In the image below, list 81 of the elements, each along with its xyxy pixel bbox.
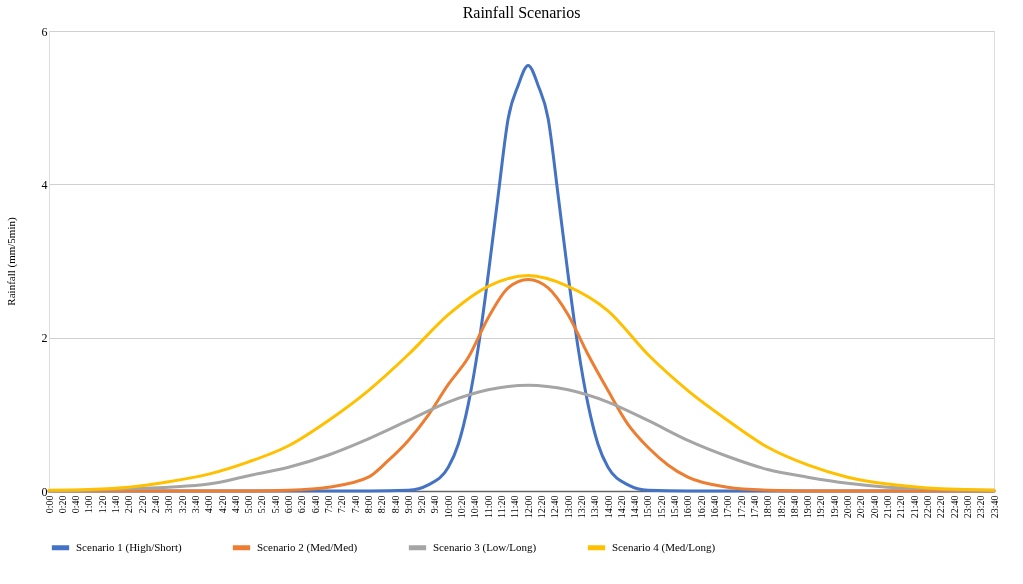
x-tick-label: 6:20 bbox=[296, 495, 308, 514]
x-tick-label: 3:40 bbox=[189, 495, 201, 514]
x-tick-label: 22:20 bbox=[935, 495, 947, 519]
x-tick-label: 14:40 bbox=[629, 495, 641, 519]
x-tick-label: 0:20 bbox=[56, 495, 68, 514]
x-tick-label: 14:20 bbox=[615, 495, 627, 519]
x-tick-label: 9:20 bbox=[416, 495, 428, 514]
x-tick-label: 1:00 bbox=[83, 495, 95, 514]
x-tick-label: 17:40 bbox=[748, 495, 760, 519]
x-tick-label: 20:40 bbox=[868, 495, 880, 519]
x-tick-label: 13:00 bbox=[562, 495, 574, 519]
x-tick-label: 9:00 bbox=[402, 495, 414, 514]
x-tick-label: 15:00 bbox=[642, 495, 654, 519]
x-tick-label: 5:40 bbox=[269, 495, 281, 514]
legend-label: Scenario 2 (Med/Med) bbox=[257, 540, 358, 554]
x-tick-label: 6:40 bbox=[309, 495, 321, 514]
x-tick-label: 21:20 bbox=[895, 495, 907, 519]
x-tick-label: 18:20 bbox=[775, 495, 787, 519]
x-tick-label: 19:40 bbox=[828, 495, 840, 519]
x-tick-label: 4:40 bbox=[229, 495, 241, 514]
x-tick-label: 7:00 bbox=[323, 495, 335, 514]
x-tick-label: 19:00 bbox=[802, 495, 814, 519]
x-tick-label: 2:40 bbox=[149, 495, 161, 514]
x-tick-label: 8:00 bbox=[362, 495, 374, 514]
x-tick-label: 16:20 bbox=[695, 495, 707, 519]
x-tick-label: 2:00 bbox=[123, 495, 135, 514]
x-tick-label: 21:40 bbox=[908, 495, 920, 519]
x-tick-label: 11:20 bbox=[496, 495, 508, 518]
x-tick-label: 7:20 bbox=[336, 495, 348, 514]
x-tick-label: 4:00 bbox=[203, 495, 215, 514]
x-tick-label: 10:00 bbox=[442, 495, 454, 519]
x-tick-label: 21:00 bbox=[882, 495, 894, 519]
x-tick-label: 10:20 bbox=[456, 495, 468, 519]
legend-label: Scenario 4 (Med/Long) bbox=[612, 540, 716, 554]
x-tick-label: 13:40 bbox=[589, 495, 601, 519]
x-tick-label: 1:20 bbox=[96, 495, 108, 514]
x-tick-label: 5:00 bbox=[243, 495, 255, 514]
x-tick-label: 14:00 bbox=[602, 495, 614, 519]
x-tick-label: 18:40 bbox=[788, 495, 800, 519]
x-tick-label: 23:20 bbox=[975, 495, 987, 519]
x-tick-label: 8:40 bbox=[389, 495, 401, 514]
x-tick-label: 1:40 bbox=[110, 495, 122, 514]
legend-label: Scenario 1 (High/Short) bbox=[76, 540, 183, 554]
x-tick-label: 11:00 bbox=[482, 495, 494, 518]
x-tick-label: 23:40 bbox=[988, 495, 1000, 519]
x-tick-label: 15:20 bbox=[655, 495, 667, 519]
x-tick-label: 12:40 bbox=[549, 495, 561, 519]
x-tick-label: 6:00 bbox=[283, 495, 295, 514]
x-tick-label: 23:00 bbox=[961, 495, 973, 519]
x-tick-label: 16:40 bbox=[708, 495, 720, 519]
x-tick-label: 20:00 bbox=[842, 495, 854, 519]
y-tick-label: 2 bbox=[41, 331, 48, 346]
x-tick-label: 20:20 bbox=[855, 495, 867, 519]
y-tick-label: 4 bbox=[41, 177, 48, 192]
x-tick-label: 3:00 bbox=[163, 495, 175, 514]
x-tick-label: 0:00 bbox=[43, 495, 55, 514]
x-tick-label: 4:20 bbox=[216, 495, 228, 514]
x-tick-label: 8:20 bbox=[376, 495, 388, 514]
x-tick-label: 2:20 bbox=[136, 495, 148, 514]
y-tick-label: 6 bbox=[41, 24, 48, 39]
y-axis-title: Rainfall (mm/5min) bbox=[4, 217, 18, 306]
x-tick-label: 7:40 bbox=[349, 495, 361, 514]
x-tick-label: 19:20 bbox=[815, 495, 827, 519]
x-tick-label: 5:20 bbox=[256, 495, 268, 514]
x-tick-label: 16:00 bbox=[682, 495, 694, 519]
x-tick-label: 12:00 bbox=[522, 495, 534, 519]
x-tick-label: 10:40 bbox=[469, 495, 481, 519]
x-tick-label: 17:00 bbox=[722, 495, 734, 519]
x-tick-label: 3:20 bbox=[176, 495, 188, 514]
x-tick-label: 22:40 bbox=[948, 495, 960, 519]
x-tick-label: 18:00 bbox=[762, 495, 774, 519]
x-tick-label: 9:40 bbox=[429, 495, 441, 514]
legend-label: Scenario 3 (Low/Long) bbox=[433, 540, 537, 554]
chart-title: Rainfall Scenarios bbox=[462, 4, 581, 21]
x-tick-label: 17:20 bbox=[735, 495, 747, 519]
x-tick-label: 0:40 bbox=[70, 495, 82, 514]
x-tick-label: 22:00 bbox=[921, 495, 933, 519]
x-tick-label: 13:20 bbox=[575, 495, 587, 519]
x-tick-label: 11:40 bbox=[509, 495, 521, 518]
x-tick-label: 12:20 bbox=[535, 495, 547, 519]
x-tick-label: 15:40 bbox=[669, 495, 681, 519]
